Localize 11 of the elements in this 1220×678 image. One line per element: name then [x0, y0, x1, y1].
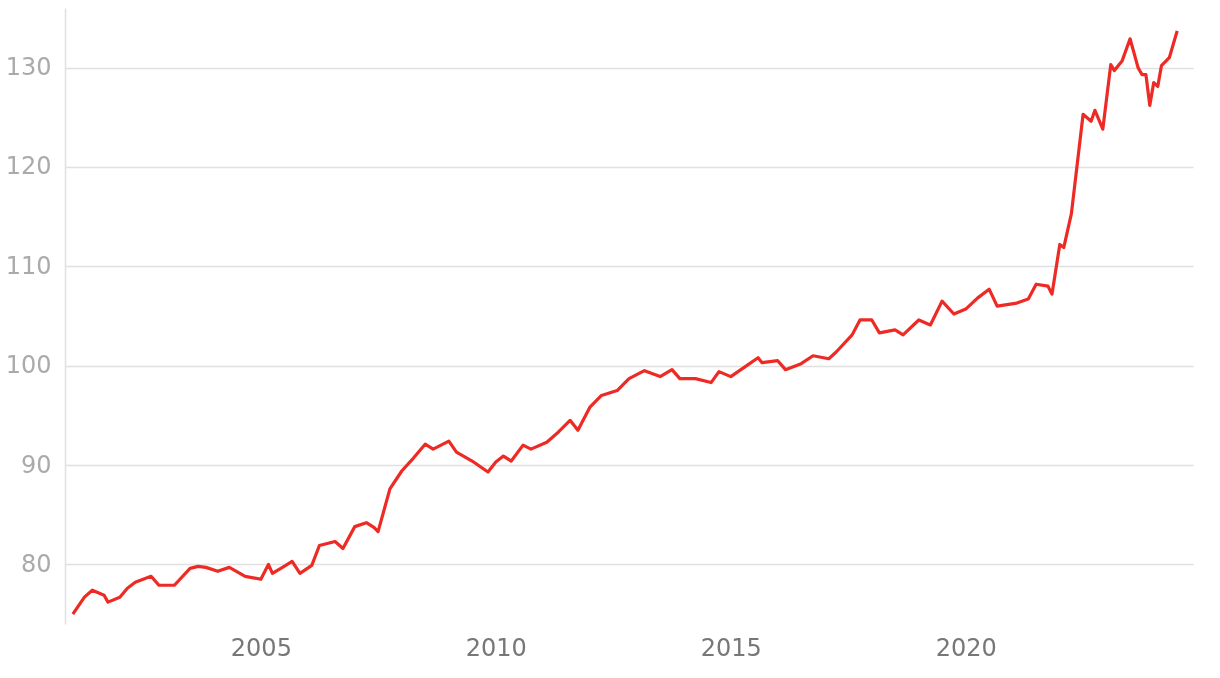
y-tick-label: 100	[5, 351, 52, 380]
y-tick-label: 130	[5, 53, 52, 82]
line-series	[71, 29, 1179, 616]
y-tick-label: 120	[5, 152, 52, 181]
x-tick-label: 2005	[230, 633, 292, 662]
x-tick-label: 2020	[935, 633, 997, 662]
y-tick-label: 90	[20, 450, 52, 479]
x-tick-label: 2010	[465, 633, 527, 662]
y-tick-label: 80	[20, 549, 52, 578]
x-tick-label: 2015	[700, 633, 762, 662]
y-tick-label: 110	[5, 251, 52, 280]
